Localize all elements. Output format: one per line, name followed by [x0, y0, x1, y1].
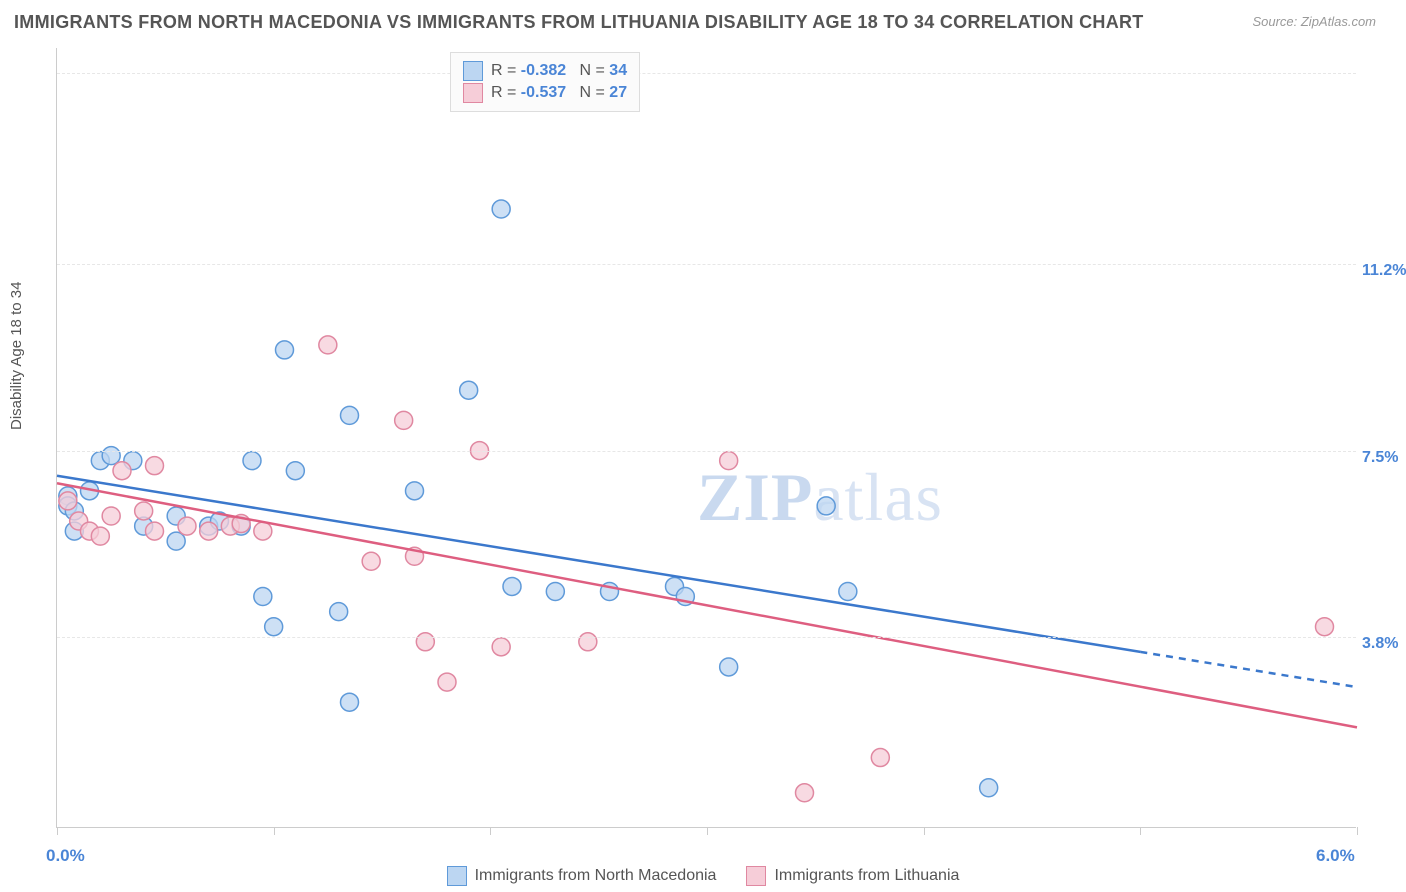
data-point [406, 482, 424, 500]
chart-svg [57, 48, 1356, 827]
legend-text: R = -0.537 N = 27 [491, 84, 627, 102]
plot-area: ZIPatlas [56, 48, 1356, 828]
legend-text: R = -0.382 N = 34 [491, 62, 627, 80]
data-point [546, 582, 564, 600]
legend-swatch [447, 866, 467, 886]
regression-line [57, 483, 1357, 727]
x-tick [274, 827, 275, 835]
data-point [146, 522, 164, 540]
y-tick-label: 7.5% [1362, 449, 1398, 467]
source-label: Source: ZipAtlas.com [1252, 14, 1376, 29]
gridline [57, 264, 1356, 265]
y-axis-label: Disability Age 18 to 34 [8, 282, 25, 430]
x-tick [1140, 827, 1141, 835]
legend-swatch [746, 866, 766, 886]
data-point [91, 527, 109, 545]
data-point [395, 411, 413, 429]
regression-line-dash [1140, 652, 1357, 687]
regression-line [57, 476, 1140, 652]
data-point [146, 457, 164, 475]
data-point [980, 779, 998, 797]
legend-label: Immigrants from North Macedonia [475, 867, 717, 885]
x-tick [57, 827, 58, 835]
data-point [416, 633, 434, 651]
data-point [720, 452, 738, 470]
data-point [113, 462, 131, 480]
x-tick-label: 0.0% [46, 846, 85, 866]
data-point [59, 492, 77, 510]
data-point [492, 200, 510, 218]
data-point [135, 502, 153, 520]
correlation-legend: R = -0.382 N = 34 R = -0.537 N = 27 [450, 52, 640, 112]
data-point [341, 693, 359, 711]
data-point [319, 336, 337, 354]
chart-container: IMMIGRANTS FROM NORTH MACEDONIA VS IMMIG… [0, 0, 1406, 892]
data-point [102, 507, 120, 525]
legend-item: Immigrants from North Macedonia [447, 866, 717, 886]
x-tick [707, 827, 708, 835]
legend-label: Immigrants from Lithuania [774, 867, 959, 885]
data-point [720, 658, 738, 676]
data-point [1316, 618, 1334, 636]
legend-swatch [463, 61, 483, 81]
data-point [254, 588, 272, 606]
x-tick-label: 6.0% [1316, 846, 1355, 866]
x-tick [924, 827, 925, 835]
x-tick [490, 827, 491, 835]
data-point [438, 673, 456, 691]
y-tick-label: 3.8% [1362, 635, 1398, 653]
legend-row: R = -0.537 N = 27 [463, 83, 627, 103]
data-point [102, 447, 120, 465]
data-point [286, 462, 304, 480]
y-tick-label: 11.2% [1362, 262, 1406, 280]
data-point [167, 532, 185, 550]
data-point [492, 638, 510, 656]
data-point [817, 497, 835, 515]
data-point [178, 517, 196, 535]
data-point [243, 452, 261, 470]
data-point [200, 522, 218, 540]
data-point [460, 381, 478, 399]
data-point [330, 603, 348, 621]
gridline [57, 637, 1356, 638]
data-point [503, 577, 521, 595]
chart-title: IMMIGRANTS FROM NORTH MACEDONIA VS IMMIG… [14, 12, 1144, 33]
data-point [579, 633, 597, 651]
data-point [254, 522, 272, 540]
gridline [57, 73, 1356, 74]
series-legend: Immigrants from North Macedonia Immigrant… [0, 866, 1406, 886]
legend-row: R = -0.382 N = 34 [463, 61, 627, 81]
data-point [871, 749, 889, 767]
data-point [839, 582, 857, 600]
data-point [265, 618, 283, 636]
legend-item: Immigrants from Lithuania [746, 866, 959, 886]
data-point [276, 341, 294, 359]
data-point [341, 406, 359, 424]
gridline [57, 451, 1356, 452]
data-point [796, 784, 814, 802]
x-tick [1357, 827, 1358, 835]
legend-swatch [463, 83, 483, 103]
data-point [362, 552, 380, 570]
